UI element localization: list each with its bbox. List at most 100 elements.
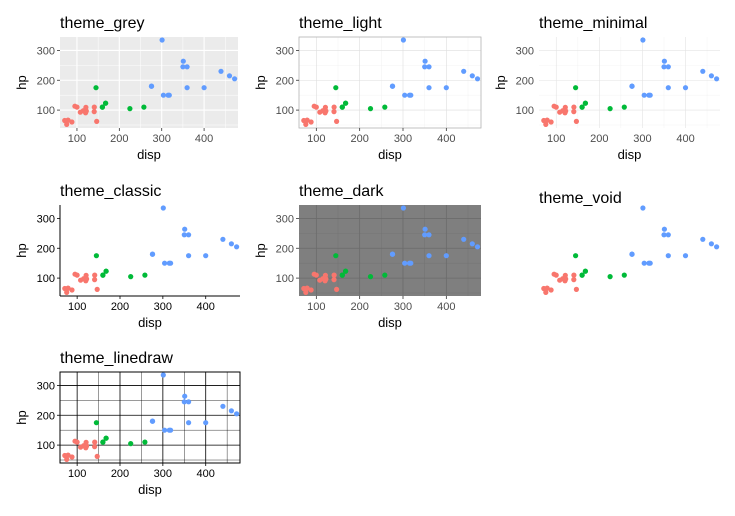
y-axis-label: hp bbox=[253, 75, 268, 89]
data-point bbox=[422, 64, 428, 70]
x-tick-label: 100 bbox=[307, 133, 325, 145]
data-point bbox=[382, 272, 388, 278]
panel-background bbox=[60, 37, 238, 128]
data-point bbox=[181, 232, 187, 238]
data-point bbox=[81, 443, 87, 449]
y-tick-label: 300 bbox=[516, 45, 534, 57]
data-point bbox=[708, 241, 715, 247]
panel-title: theme_void bbox=[539, 190, 622, 207]
y-tick-label: 300 bbox=[37, 380, 55, 392]
data-point bbox=[304, 285, 310, 291]
data-point bbox=[184, 85, 190, 91]
data-point bbox=[331, 272, 337, 278]
panel-classic: theme_classic 100 200 300 400 100 200 300 disp hp bbox=[14, 183, 240, 330]
data-point bbox=[93, 85, 99, 91]
data-point bbox=[629, 251, 635, 257]
x-tick-label: 400 bbox=[437, 301, 455, 313]
panel-title: theme_minimal bbox=[539, 15, 647, 32]
data-point bbox=[92, 439, 98, 445]
data-point bbox=[320, 108, 326, 114]
data-point bbox=[182, 226, 188, 232]
data-point bbox=[400, 37, 406, 43]
panel-title: theme_grey bbox=[60, 15, 145, 32]
data-point bbox=[661, 232, 667, 238]
data-point bbox=[553, 104, 559, 110]
data-point bbox=[402, 92, 408, 98]
data-point bbox=[201, 85, 207, 91]
y-tick-label: 100 bbox=[276, 105, 294, 117]
y-tick-label: 300 bbox=[276, 213, 294, 225]
data-point bbox=[367, 274, 374, 280]
data-point bbox=[621, 272, 627, 278]
y-tick-label: 200 bbox=[37, 75, 55, 87]
data-point bbox=[343, 100, 349, 106]
data-point bbox=[160, 372, 166, 378]
data-point bbox=[160, 92, 166, 98]
data-point bbox=[92, 272, 98, 278]
data-point bbox=[426, 85, 432, 91]
data-point bbox=[142, 439, 148, 445]
data-point bbox=[461, 68, 467, 74]
y-tick-label: 300 bbox=[276, 45, 294, 57]
data-point bbox=[333, 253, 339, 259]
data-point bbox=[94, 286, 100, 292]
data-point bbox=[571, 277, 577, 283]
data-point bbox=[661, 226, 668, 232]
data-point bbox=[228, 408, 234, 414]
data-point bbox=[180, 58, 186, 64]
y-tick-label: 100 bbox=[37, 273, 55, 285]
data-point bbox=[461, 236, 467, 242]
data-point bbox=[641, 260, 647, 266]
x-axis-label: disp bbox=[138, 315, 162, 330]
data-point bbox=[313, 272, 319, 278]
data-point bbox=[127, 106, 133, 112]
data-point bbox=[166, 427, 172, 433]
data-point bbox=[91, 104, 97, 110]
panel-title: theme_light bbox=[299, 15, 382, 32]
data-point bbox=[128, 441, 134, 447]
data-point bbox=[573, 85, 579, 91]
data-point bbox=[186, 399, 192, 405]
data-point bbox=[661, 58, 668, 64]
data-point bbox=[382, 104, 388, 110]
data-point bbox=[339, 104, 345, 110]
data-point bbox=[641, 92, 647, 98]
data-point bbox=[160, 205, 166, 211]
data-point bbox=[661, 64, 667, 70]
data-point bbox=[186, 253, 192, 259]
y-tick-label: 200 bbox=[276, 243, 294, 255]
y-axis-label: hp bbox=[493, 75, 508, 89]
panel-linedraw: theme_linedraw 100 200 300 400 100 200 300 disp h… bbox=[14, 350, 241, 497]
data-point bbox=[159, 37, 165, 43]
data-point bbox=[573, 118, 580, 124]
data-point bbox=[234, 411, 240, 417]
data-point bbox=[640, 205, 646, 211]
panel-background bbox=[299, 37, 481, 128]
y-axis-label: hp bbox=[253, 243, 268, 257]
data-point bbox=[682, 85, 689, 91]
data-point bbox=[93, 420, 99, 426]
data-point bbox=[220, 236, 226, 242]
data-point bbox=[92, 444, 98, 450]
panel-minimal: theme_minimal 100 200 300 400 100 200 300 disp hp bbox=[493, 15, 720, 162]
data-point bbox=[573, 286, 580, 292]
data-point bbox=[389, 83, 396, 89]
x-tick-label: 400 bbox=[197, 301, 215, 313]
data-point bbox=[313, 104, 319, 110]
data-point bbox=[181, 399, 187, 405]
x-tick-label: 300 bbox=[153, 133, 171, 145]
data-point bbox=[714, 244, 720, 250]
data-point bbox=[182, 393, 188, 399]
data-point bbox=[714, 76, 720, 82]
x-tick-label: 200 bbox=[110, 133, 128, 145]
y-tick-label: 100 bbox=[516, 105, 534, 117]
x-axis-label: disp bbox=[378, 147, 402, 162]
y-tick-label: 100 bbox=[37, 440, 55, 452]
data-point bbox=[682, 253, 689, 259]
data-point bbox=[142, 272, 148, 278]
data-point bbox=[334, 286, 340, 292]
y-tick-label: 300 bbox=[37, 45, 55, 57]
data-point bbox=[128, 274, 134, 280]
x-tick-label: 300 bbox=[154, 468, 172, 480]
